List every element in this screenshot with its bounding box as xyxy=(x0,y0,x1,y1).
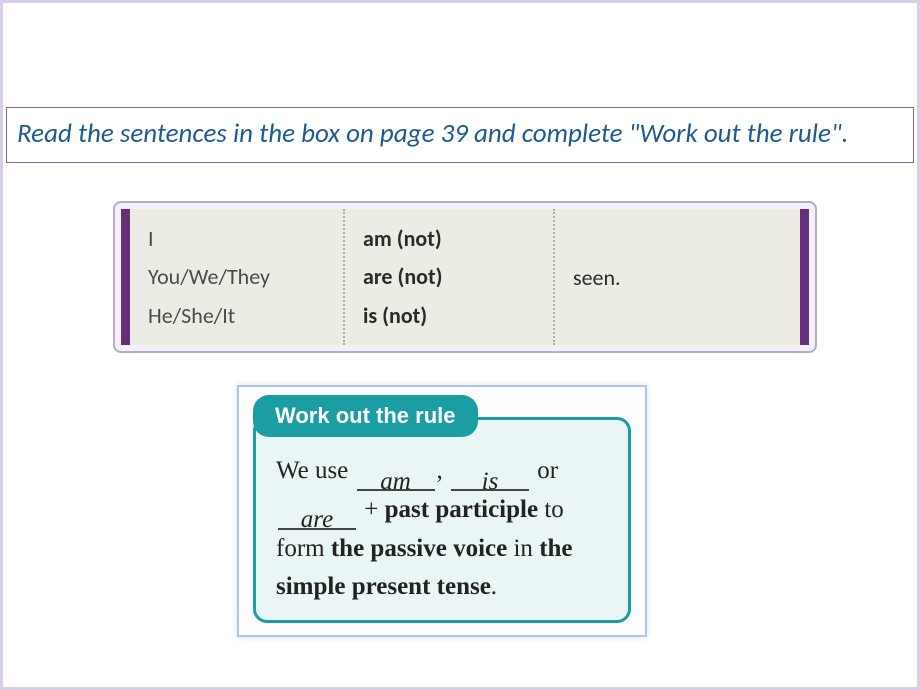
subject-cell: He/She/It xyxy=(148,302,325,329)
conjugation-table: I You/We/They He/She/It am (not) are (no… xyxy=(113,201,817,353)
verb-column: am (not) are (not) is (not) xyxy=(345,209,555,345)
rule-header-pill: Work out the rule xyxy=(253,395,478,437)
blank-3: are xyxy=(278,503,356,529)
verb-cell: is (not) xyxy=(363,302,535,329)
rule-figure: We use am, is or are + past participle t… xyxy=(237,385,647,637)
instruction-prefix: Read the sentences in the box on page 39… xyxy=(17,117,629,150)
rule-body: We use am, is or are + past participle t… xyxy=(253,417,631,623)
blank-1: am xyxy=(357,465,435,491)
object-column: seen. xyxy=(555,209,800,345)
rule-text: to xyxy=(538,496,564,523)
instruction-text: Read the sentences in the box on page 39… xyxy=(17,116,903,152)
answer-2: is xyxy=(482,468,499,495)
rule-text: , xyxy=(437,457,450,484)
instruction-quoted: "Work out the rule". xyxy=(629,117,849,150)
past-participle: past participle xyxy=(385,496,538,523)
answer-3: are xyxy=(301,506,333,533)
conjugation-inner: I You/We/They He/She/It am (not) are (no… xyxy=(121,209,809,345)
rule-text: in xyxy=(507,535,539,562)
rule-text: We use xyxy=(276,457,355,484)
instruction-box: Read the sentences in the box on page 39… xyxy=(6,107,914,163)
rule-text: + xyxy=(358,496,385,523)
answer-1: am xyxy=(380,468,411,495)
subject-column: I You/We/They He/She/It xyxy=(130,209,345,345)
blank-2: is xyxy=(451,465,529,491)
rule-text: form xyxy=(276,535,331,562)
rule-header-text: Work out the rule xyxy=(275,403,456,429)
rule-text: . xyxy=(491,573,497,600)
subject-cell: I xyxy=(148,225,325,252)
object-cell: seen. xyxy=(573,264,782,291)
rule-text: or xyxy=(531,457,558,484)
subject-cell: You/We/They xyxy=(148,263,325,290)
verb-cell: am (not) xyxy=(363,225,535,252)
verb-cell: are (not) xyxy=(363,263,535,290)
passive-voice: the passive voice xyxy=(331,535,507,562)
